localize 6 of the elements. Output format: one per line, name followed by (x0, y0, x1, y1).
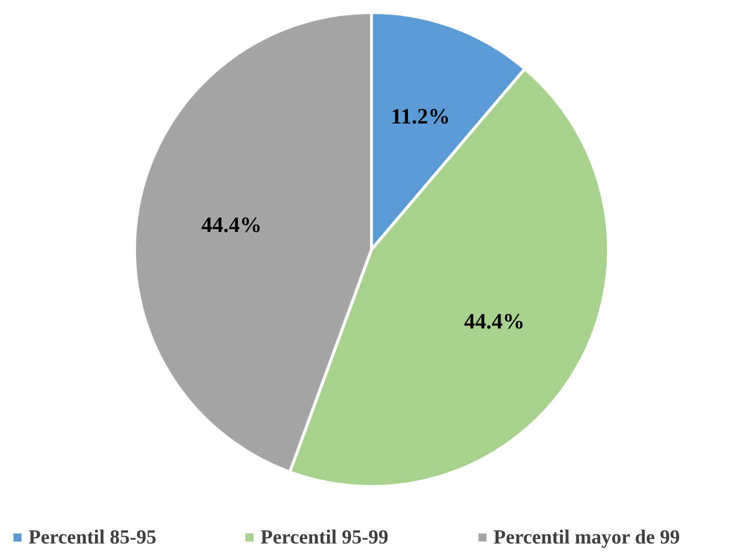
data-label: 11.2% (390, 104, 450, 129)
legend-label: Percentil mayor de 99 (494, 526, 680, 548)
data-label: 44.4% (201, 212, 262, 238)
legend-label: Percentil 85-95 (28, 526, 156, 548)
legend-label: Percentil 95-99 (260, 526, 388, 548)
data-label: 44.4% (464, 308, 525, 334)
